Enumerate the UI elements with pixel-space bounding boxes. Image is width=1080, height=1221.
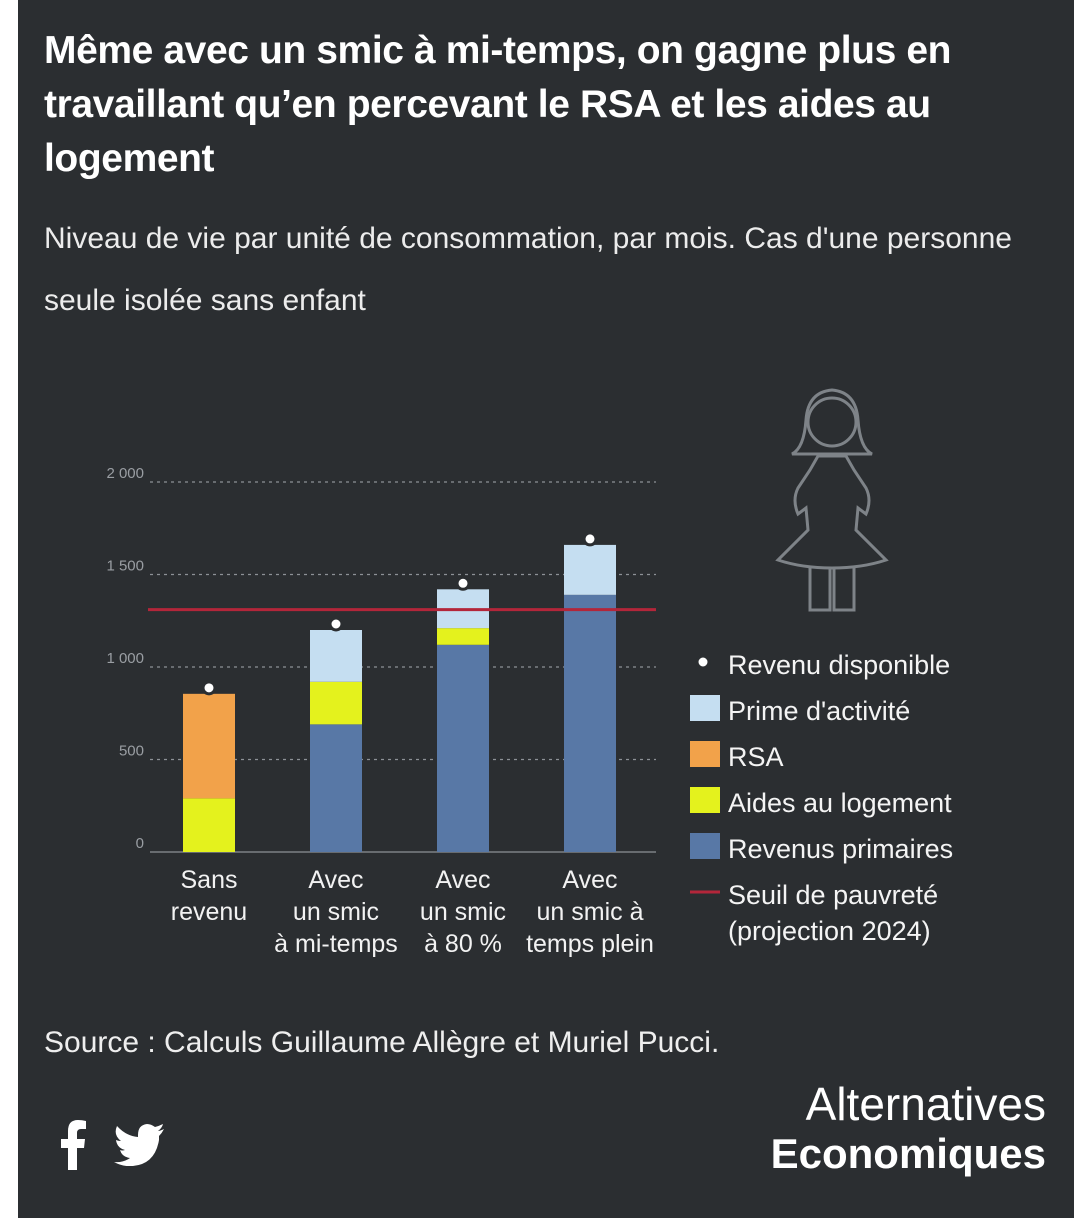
revenu-disponible-dot-2 xyxy=(455,575,471,591)
revenu-disponible-dot-0 xyxy=(201,680,217,696)
bar-segment-revenus-primaires-2 xyxy=(437,644,489,852)
category-label-1: Avec un smic à mi-temps xyxy=(274,866,398,958)
brand-line-2: Economiques xyxy=(770,1130,1046,1177)
bar-segment-revenus-primaires-3 xyxy=(564,594,616,852)
category-label-2: Avec un smic à 80 % xyxy=(420,866,506,958)
legend-label-seuil-de-pauvrete-line-2: (projection 2024) xyxy=(728,916,931,946)
legend-swatch-prime-d-activite xyxy=(690,695,720,721)
y-tick-label-1000: 1 000 xyxy=(106,650,144,667)
bar-segment-aides-au-logement-2 xyxy=(437,628,489,645)
legend-label-seuil-de-pauvrete: Seuil de pauvreté xyxy=(728,880,938,910)
stacked-bar-chart: 0 500 1 000 1 500 2 000 Sans revenu Avec un smi… xyxy=(106,388,953,958)
brand-logo: Alternatives Economiques xyxy=(771,1078,1046,1178)
chart-title: Même avec un smic à mi-temps, on gagne p… xyxy=(44,29,952,180)
category-label-3: Avec un smic à temps plein xyxy=(526,866,654,958)
category-label-0-line-1: revenu xyxy=(171,898,247,926)
category-label-3-line-2: temps plein xyxy=(526,930,654,958)
category-label-2-line-0: Avec xyxy=(435,866,490,894)
legend-label-revenus-primaires: Revenus primaires xyxy=(728,834,953,864)
category-label-0: Sans revenu xyxy=(171,866,247,926)
social-links xyxy=(60,1120,164,1170)
twitter-icon[interactable] xyxy=(114,1124,164,1166)
category-label-0-line-0: Sans xyxy=(181,866,238,894)
source-note: Source : Calculs Guillaume Allègre et Mu… xyxy=(44,1026,720,1059)
y-tick-label-500: 500 xyxy=(119,743,144,760)
chart-subtitle: Niveau de vie par unité de consommation,… xyxy=(44,222,1012,317)
legend: Revenu disponible Prime d'activité RSA Aide… xyxy=(690,650,953,946)
revenu-disponible-dot-3 xyxy=(582,531,598,547)
category-label-1-line-1: un smic xyxy=(293,898,379,926)
woman-icon xyxy=(775,388,889,612)
category-labels: Sans revenu Avec un smic à mi-temps Avec un sm… xyxy=(171,866,654,958)
legend-swatch-revenu-disponible xyxy=(695,654,711,670)
brand-line-1: Alternatives xyxy=(805,1078,1046,1130)
y-tick-label-1500: 1 500 xyxy=(106,558,144,575)
legend-label-aides-au-logement: Aides au logement xyxy=(728,788,952,818)
y-tick-label-0: 0 xyxy=(136,835,144,852)
bar-segment-prime-d-activite-3 xyxy=(564,544,616,595)
legend-label-rsa: RSA xyxy=(728,742,784,772)
category-label-2-line-1: un smic xyxy=(420,898,506,926)
bar-segment-revenus-primaires-1 xyxy=(310,724,362,852)
bars xyxy=(183,544,616,852)
category-label-2-line-2: à 80 % xyxy=(424,930,502,958)
legend-swatch-revenus-primaires xyxy=(690,833,720,859)
category-label-1-line-2: à mi-temps xyxy=(274,930,398,958)
bar-segment-rsa-0 xyxy=(183,693,235,799)
y-axis-ticks: 0 500 1 000 1 500 2 000 xyxy=(106,465,144,852)
legend-label-revenu-disponible: Revenu disponible xyxy=(728,650,950,680)
bar-segment-aides-au-logement-1 xyxy=(310,681,362,725)
category-label-3-line-1: un smic à xyxy=(537,898,644,926)
bar-segment-aides-au-logement-0 xyxy=(183,798,235,852)
legend-swatch-rsa xyxy=(690,741,720,767)
y-tick-label-2000: 2 000 xyxy=(106,465,144,482)
legend-label-prime-d-activite: Prime d'activité xyxy=(728,696,910,726)
revenu-disponible-dots xyxy=(201,531,598,696)
revenu-disponible-dot-1 xyxy=(328,616,344,632)
facebook-icon[interactable] xyxy=(60,1120,86,1170)
bar-segment-prime-d-activite-1 xyxy=(310,630,362,682)
category-label-3-line-0: Avec xyxy=(562,866,617,894)
category-label-1-line-0: Avec xyxy=(308,866,363,894)
legend-swatch-aides-au-logement xyxy=(690,787,720,813)
